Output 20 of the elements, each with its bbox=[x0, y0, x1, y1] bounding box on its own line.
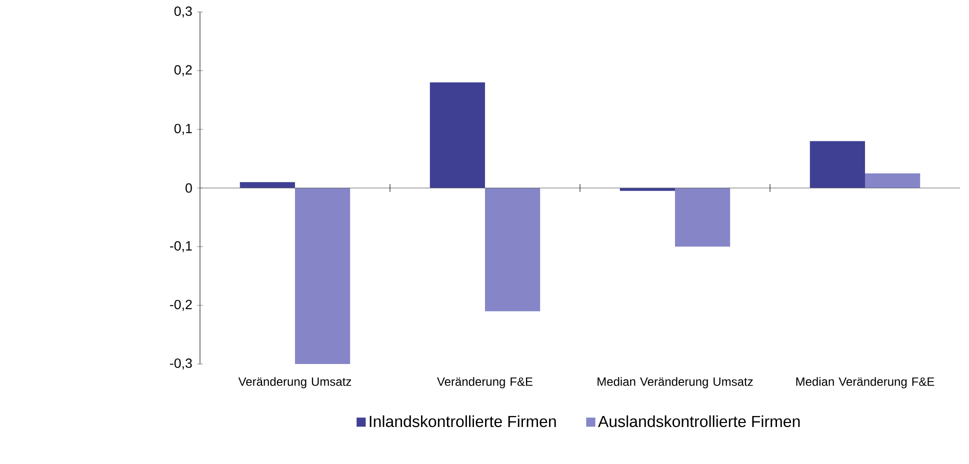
legend-label: Auslandskontrollierte Firmen bbox=[598, 415, 800, 428]
bar bbox=[675, 188, 730, 247]
y-tick-label: 0 bbox=[186, 183, 192, 193]
bar bbox=[485, 188, 540, 312]
y-tick-label: 0,2 bbox=[174, 65, 192, 76]
x-tick-label: Median Veränderung Umsatz bbox=[598, 377, 753, 388]
y-tick-label: 0,3 bbox=[174, 6, 192, 18]
bar bbox=[810, 141, 866, 188]
x-tick-label: Veränderung F&E bbox=[437, 377, 532, 388]
y-tick-label: 0,1 bbox=[174, 124, 192, 135]
y-tick-label: -0,2 bbox=[170, 300, 192, 311]
x-tick-label: Median Veränderung F&E bbox=[796, 377, 934, 388]
bar bbox=[240, 182, 295, 188]
legend-label: Inlandskontrollierte Firmen bbox=[370, 415, 556, 428]
bar bbox=[295, 188, 350, 364]
bar bbox=[865, 173, 920, 188]
bar bbox=[430, 82, 486, 188]
x-tick-label: Veränderung Umsatz bbox=[238, 377, 352, 388]
y-tick-label: -0,1 bbox=[170, 241, 192, 252]
y-tick-label: -0,3 bbox=[170, 358, 192, 370]
